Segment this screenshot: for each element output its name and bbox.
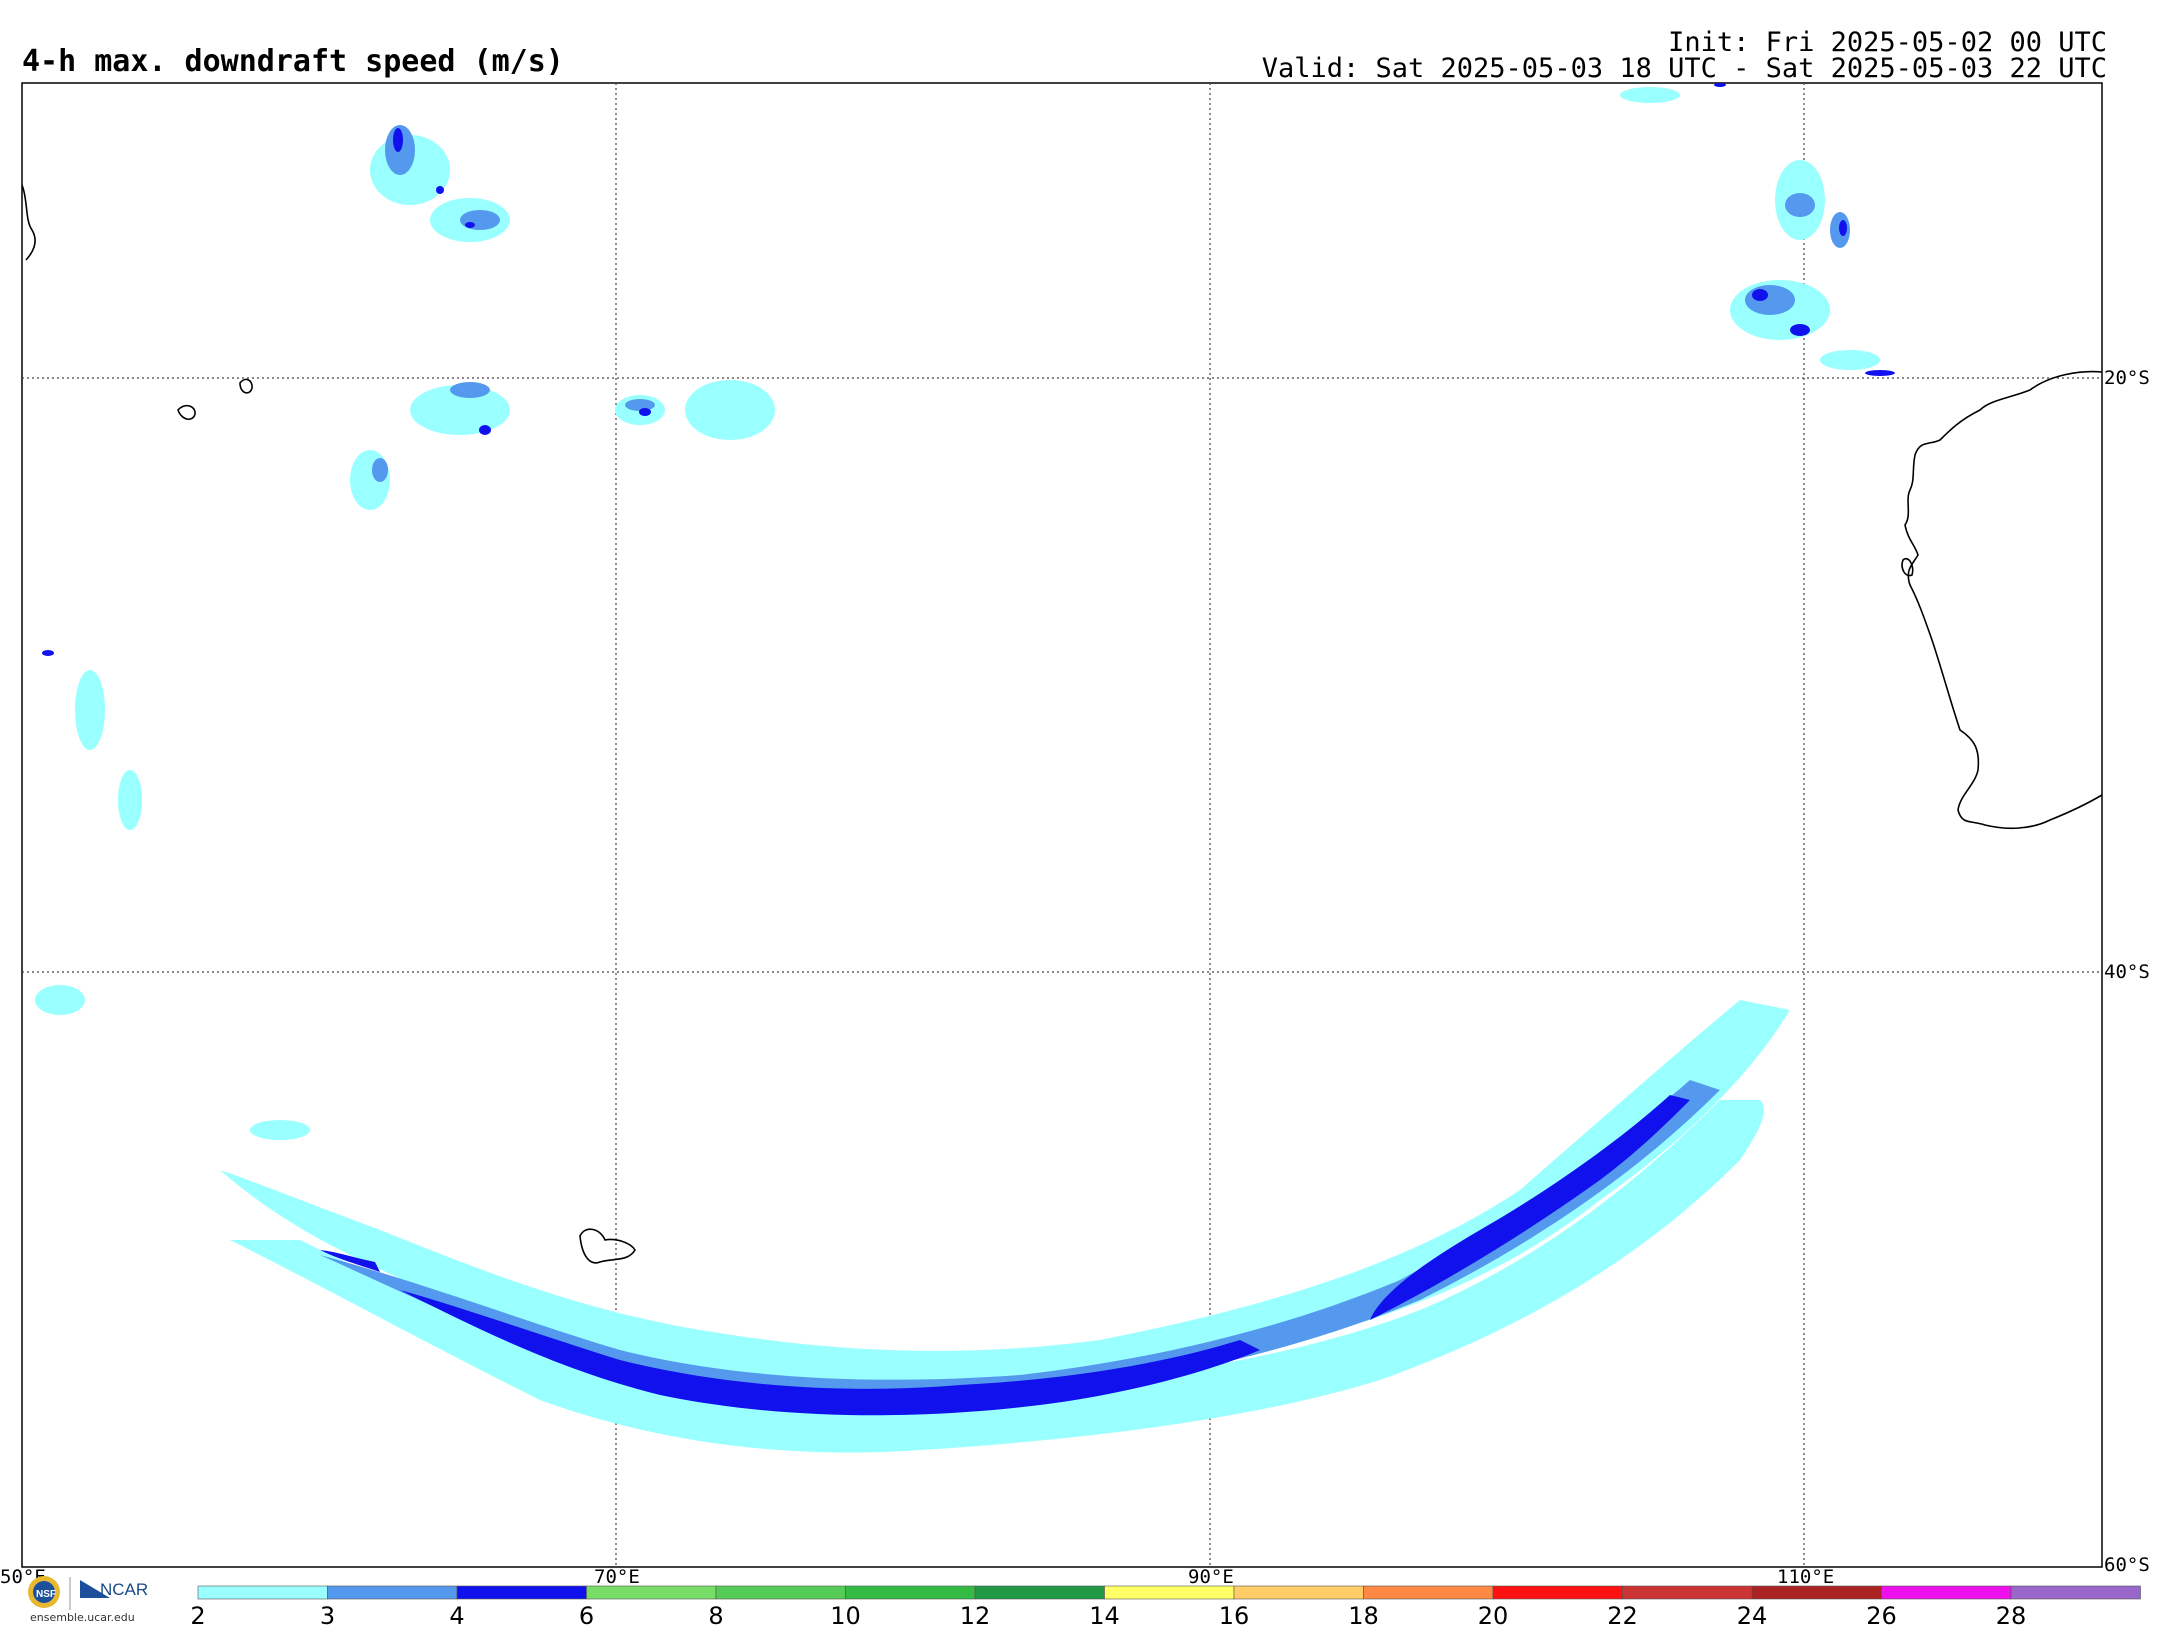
colorbar-swatch [1492,1585,1623,1600]
nsf-logo-icon: NSF [28,1576,60,1608]
colorbar-tick-label: 16 [1218,1602,1250,1630]
downdraft-band-south [220,1000,1790,1453]
colorbar-swatch [1104,1585,1235,1600]
colorbar-swatch [1751,1585,1882,1600]
colorbar-tick-label: 24 [1736,1602,1768,1630]
colorbar-tick-label: 4 [449,1602,465,1630]
colorbar-swatch [327,1585,458,1600]
colorbar-swatch [586,1585,717,1600]
colorbar-swatch [845,1585,976,1600]
colorbar-swatch [1881,1585,2012,1600]
lon-label-90e: 90°E [1188,1566,1234,1588]
colorbar-swatch [715,1585,846,1600]
downdraft-cells-north [35,83,1895,1140]
colorbar-tick-label: 18 [1348,1602,1379,1630]
init-time: Init: Fri 2025-05-02 00 UTC [1668,27,2107,58]
lon-label-70e: 70°E [594,1566,640,1588]
colorbar-swatch [456,1585,587,1600]
colorbar-swatch [974,1585,1105,1600]
colorbar-tick-label: 10 [830,1602,861,1630]
colorbar-tick-label: 2 [190,1602,206,1630]
ncar-logo-icon [80,1580,110,1598]
colorbar-swatch [1363,1585,1494,1600]
lat-label-20s: 20°S [2104,367,2150,389]
map-frame [21,82,2103,1568]
colorbar-tick-label: 12 [959,1602,991,1630]
colorbar-tick-label: 6 [578,1602,595,1630]
ncar-logo-text: NCAR [100,1580,149,1599]
colorbar-tick-label: 20 [1477,1602,1509,1630]
colorbar-tick-label: 28 [1995,1602,2027,1630]
colorbar-swatch [2010,1585,2141,1600]
colorbar [197,1585,2141,1600]
colorbar-tick-label: 22 [1607,1602,1638,1630]
map-title: 4-h max. downdraft speed (m/s) [22,44,564,79]
colorbar-swatch [1233,1585,1364,1600]
lat-label-40s: 40°S [2104,961,2150,983]
svg-text:NSF: NSF [36,1589,56,1600]
colorbar-tick-label: 14 [1089,1602,1120,1630]
logo-site-url: ensemble.ucar.edu [30,1611,135,1624]
valid-time: Valid: Sat 2025-05-03 18 UTC - Sat 2025-… [1261,53,2107,84]
lon-label-110e: 110°E [1777,1566,1834,1588]
lat-label-60s: 60°S [2104,1554,2150,1576]
colorbar-tick-label: 3 [319,1602,336,1630]
coastlines [21,184,2103,1264]
colorbar-tick-label: 26 [1866,1602,1897,1630]
colorbar-swatch [197,1585,328,1600]
colorbar-swatch [1622,1585,1753,1600]
colorbar-tick-label: 8 [708,1602,724,1630]
